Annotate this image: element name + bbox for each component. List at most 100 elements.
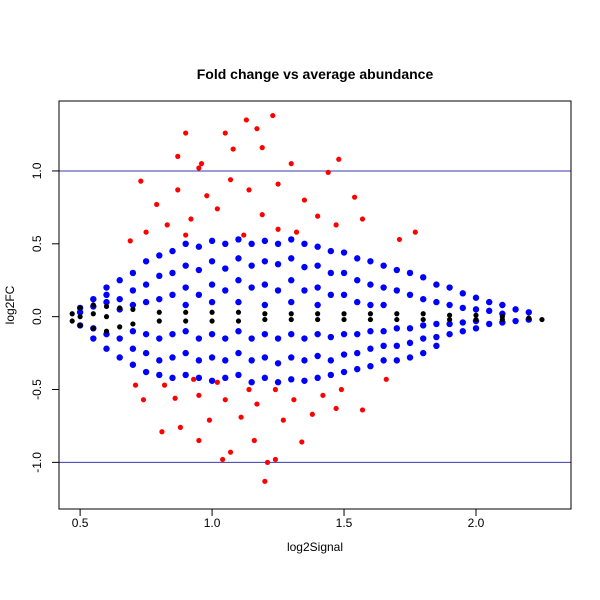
data-point — [420, 295, 427, 303]
data-point — [315, 316, 321, 323]
data-point — [314, 262, 321, 269]
data-point — [69, 318, 75, 324]
data-point — [129, 301, 137, 309]
data-point — [116, 295, 123, 303]
data-point — [235, 328, 242, 335]
data-point — [512, 317, 519, 325]
data-point — [90, 295, 97, 303]
data-point — [309, 411, 315, 417]
data-point — [272, 386, 279, 393]
data-point — [288, 376, 295, 383]
data-point — [433, 298, 440, 306]
data-point — [172, 395, 178, 401]
data-point — [394, 316, 400, 323]
data-point — [380, 262, 387, 269]
y-tick-label: -0.5 — [30, 379, 44, 400]
data-point — [235, 236, 242, 243]
data-point — [164, 222, 170, 228]
data-point — [142, 330, 150, 338]
data-point — [169, 374, 176, 382]
y-tick-label: 1.0 — [30, 162, 44, 179]
data-point — [301, 197, 308, 203]
data-point — [222, 287, 229, 294]
data-point — [261, 281, 269, 288]
data-point — [354, 277, 361, 284]
data-point — [341, 316, 347, 323]
data-point — [274, 261, 282, 268]
x-tick-label: 2.0 — [468, 516, 485, 530]
y-axis-label: log2FC — [3, 285, 17, 324]
data-point — [103, 314, 110, 320]
data-point — [183, 232, 189, 238]
data-point — [156, 272, 163, 280]
data-point — [274, 335, 282, 342]
data-point — [301, 357, 308, 364]
data-point — [248, 240, 255, 247]
data-point — [367, 345, 374, 352]
data-point — [130, 306, 136, 312]
data-point — [204, 193, 210, 199]
data-point — [182, 371, 189, 379]
data-point — [446, 320, 453, 328]
data-point — [241, 232, 247, 238]
data-point — [182, 349, 189, 357]
data-point — [473, 312, 479, 318]
data-point — [69, 311, 75, 317]
data-point — [288, 236, 295, 243]
data-point — [182, 328, 189, 335]
data-point — [340, 368, 348, 376]
data-point — [499, 301, 506, 309]
data-point — [275, 226, 281, 232]
data-point — [235, 277, 242, 284]
data-point — [433, 342, 440, 349]
data-point — [406, 339, 414, 347]
data-point — [327, 269, 335, 277]
x-axis: 0.5 1.0 1.5 2.0 — [72, 508, 485, 530]
data-point — [272, 456, 279, 463]
data-point — [76, 309, 84, 316]
data-point — [259, 145, 265, 151]
data-point — [274, 360, 282, 367]
data-point — [459, 304, 466, 312]
data-point — [254, 401, 260, 407]
x-tick-label: 1.0 — [204, 516, 221, 530]
data-point — [446, 301, 453, 309]
data-point — [175, 187, 181, 193]
data-point — [188, 216, 194, 222]
data-point — [354, 365, 361, 373]
data-point — [394, 311, 400, 317]
data-point — [195, 374, 203, 382]
data-point — [208, 298, 216, 306]
data-point — [130, 321, 136, 327]
data-point — [333, 405, 339, 412]
x-axis-label: log2Signal — [287, 540, 343, 554]
data-point — [406, 269, 414, 277]
data-point — [259, 212, 265, 218]
data-point — [333, 222, 339, 228]
data-point — [261, 354, 269, 361]
data-point — [156, 295, 163, 303]
data-point — [406, 325, 414, 332]
data-point — [327, 371, 335, 379]
data-point — [117, 324, 123, 330]
data-point — [301, 335, 308, 342]
y-tick-label: 0.0 — [30, 308, 44, 325]
data-point — [446, 330, 453, 338]
data-point — [154, 201, 160, 208]
data-point — [499, 316, 505, 323]
data-point — [196, 392, 202, 398]
chart-title: Fold change vs average abundance — [197, 66, 434, 82]
y-tick-label: -1.0 — [30, 452, 44, 473]
data-point — [393, 325, 401, 332]
data-point — [472, 294, 480, 301]
data-point — [512, 306, 519, 313]
data-point — [103, 284, 110, 291]
data-point — [485, 298, 493, 306]
data-point — [288, 354, 295, 361]
data-point — [138, 178, 144, 184]
data-point — [183, 318, 189, 324]
data-point — [327, 291, 335, 298]
data-point — [354, 255, 361, 262]
data-point — [235, 371, 242, 379]
x-tick-label: 0.5 — [72, 516, 89, 530]
